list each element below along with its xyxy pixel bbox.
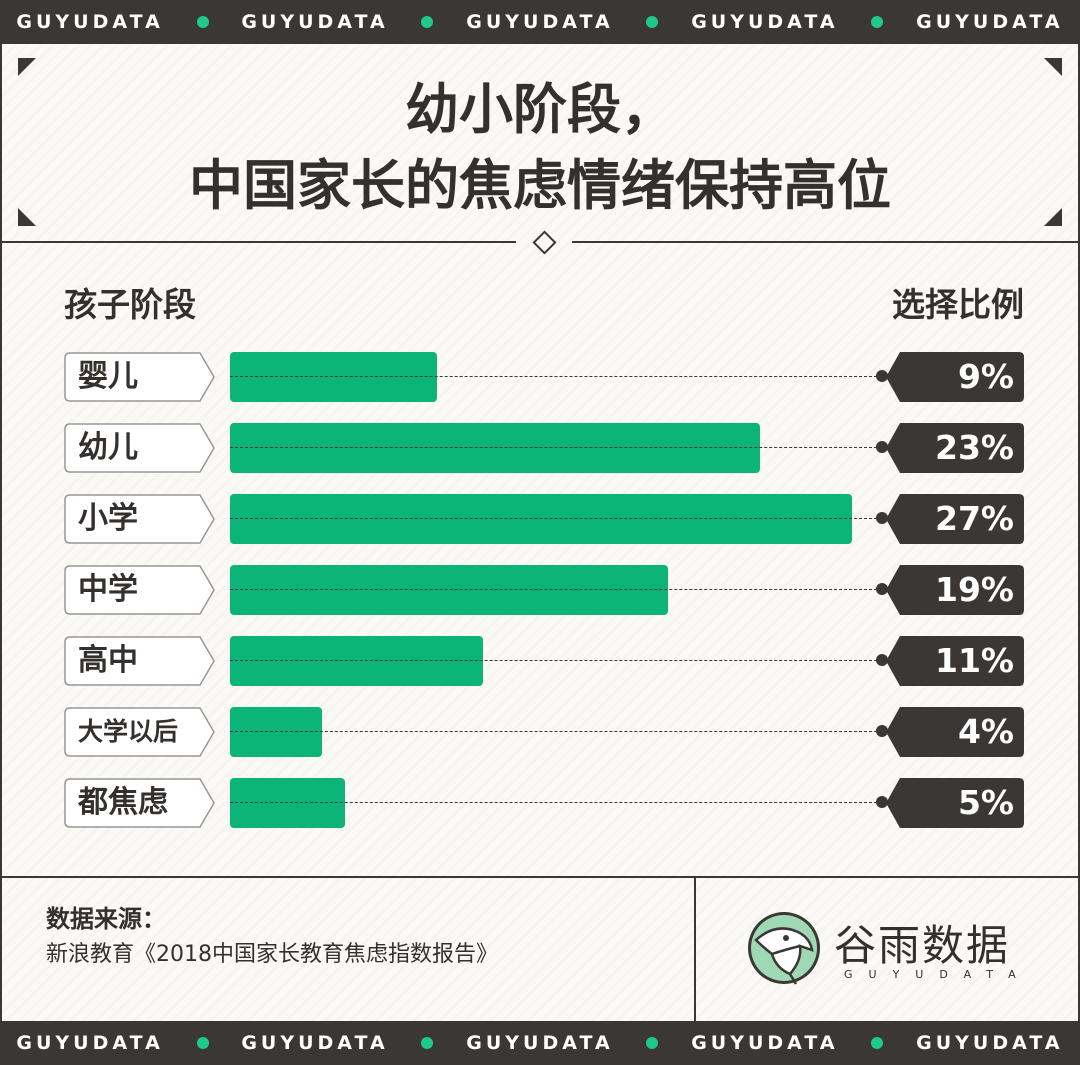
brand-logo: 谷雨数据 GUYUDATA: [746, 906, 1046, 996]
footer-divider: [2, 876, 1078, 878]
guide-line: [230, 447, 882, 448]
logo-name: 谷雨数据: [834, 921, 1011, 970]
value-column-header: 选择比例: [892, 285, 1024, 324]
bar: [230, 565, 668, 615]
banner-dot-icon: [421, 1037, 434, 1049]
banner-dot-icon: [196, 1037, 209, 1049]
guide-line: [230, 376, 882, 377]
corner-mark-bottom-left: [18, 208, 36, 226]
category-tag: 婴儿: [64, 352, 215, 402]
divider-left: [2, 241, 516, 243]
banner-dot-icon: [871, 1037, 884, 1049]
value-label: 4%: [957, 712, 1014, 751]
category-label: 大学以后: [78, 717, 179, 746]
bar-row: 小学 27%: [2, 494, 1078, 544]
guide-line: [230, 518, 882, 519]
value-label: 19%: [935, 570, 1014, 609]
bar-row: 都焦虑 5%: [2, 778, 1078, 828]
category-tag: 小学: [64, 494, 215, 544]
value-label: 23%: [935, 428, 1014, 467]
bottom-banner: GUYUDATA GUYUDATA GUYUDATA GUYUDATA GUYUDATA: [0, 1021, 1080, 1065]
value-label: 11%: [935, 641, 1014, 680]
corner-mark-top-right: [1044, 58, 1062, 76]
bar-row: 幼儿 23%: [2, 423, 1078, 473]
category-tag: 幼儿: [64, 423, 215, 473]
banner-text: GUYUDATA: [691, 11, 839, 33]
pin-dot-icon: [876, 370, 888, 382]
bar-chart: 婴儿 9% 幼儿 23% 小学 27% 中学 19% 高中 11% 大学以后 4% 都焦虑 5%: [2, 44, 1078, 1021]
bar-row: 大学以后 4%: [2, 707, 1078, 757]
page-title: 幼小阶段， 中国家长的焦虑情绪保持高位: [2, 72, 1078, 224]
value-label: 27%: [935, 499, 1014, 538]
banner-text: GUYUDATA: [466, 11, 614, 33]
value-tag: 5%: [886, 778, 1024, 828]
value-tag: 19%: [886, 565, 1024, 615]
banner-text: GUYUDATA: [916, 1032, 1064, 1054]
guide-line: [230, 589, 882, 590]
value-tag: 23%: [886, 423, 1024, 473]
guide-line: [230, 802, 882, 803]
category-tag: 大学以后: [64, 707, 215, 757]
top-banner: GUYUDATA GUYUDATA GUYUDATA GUYUDATA GUYUDATA: [0, 0, 1080, 44]
corner-mark-top-left: [18, 58, 36, 76]
banner-text: GUYUDATA: [916, 11, 1064, 33]
category-tag: 高中: [64, 636, 215, 686]
guide-line: [230, 660, 882, 661]
banner-dot-icon: [421, 16, 434, 28]
banner-dot-icon: [646, 1037, 659, 1049]
banner-dot-icon: [646, 16, 659, 28]
bar-row: 中学 19%: [2, 565, 1078, 615]
bar: [230, 636, 483, 686]
source-label: 数据来源：: [46, 905, 166, 933]
title-line-1: 幼小阶段，: [405, 78, 675, 141]
banner-text: GUYUDATA: [241, 1032, 389, 1054]
banner-text: GUYUDATA: [16, 1032, 164, 1054]
bar: [230, 352, 437, 402]
category-label: 高中: [78, 643, 138, 678]
corner-mark-bottom-right: [1044, 208, 1062, 226]
pin-dot-icon: [876, 725, 888, 737]
bar: [230, 778, 345, 828]
pin-dot-icon: [876, 583, 888, 595]
divider-right: [572, 241, 1078, 243]
infographic-card: 幼小阶段， 中国家长的焦虑情绪保持高位 孩子阶段 选择比例 婴儿 9% 幼儿 23% 小…: [2, 44, 1078, 1021]
banner-text: GUYUDATA: [466, 1032, 614, 1054]
banner-dot-icon: [871, 16, 884, 28]
category-tag: 都焦虑: [64, 778, 215, 828]
value-label: 5%: [957, 783, 1014, 822]
banner-text: GUYUDATA: [16, 11, 164, 33]
category-column-header: 孩子阶段: [64, 285, 196, 324]
value-tag: 27%: [886, 494, 1024, 544]
footer-vertical-divider: [694, 878, 696, 1021]
pin-dot-icon: [876, 512, 888, 524]
banner-text: GUYUDATA: [241, 11, 389, 33]
bar: [230, 494, 852, 544]
value-label: 9%: [957, 357, 1014, 396]
value-tag: 9%: [886, 352, 1024, 402]
bar-row: 高中 11%: [2, 636, 1078, 686]
category-label: 幼儿: [78, 430, 138, 465]
value-tag: 11%: [886, 636, 1024, 686]
category-label: 中学: [78, 572, 138, 607]
value-tag: 4%: [886, 707, 1024, 757]
banner-text: GUYUDATA: [691, 1032, 839, 1054]
source-text: 新浪教育《2018中国家长教育焦虑指数报告》: [46, 942, 498, 967]
category-tag: 中学: [64, 565, 215, 615]
pin-dot-icon: [876, 441, 888, 453]
category-label: 小学: [78, 501, 138, 536]
pin-dot-icon: [876, 796, 888, 808]
bar: [230, 707, 322, 757]
bird-logo-icon: [748, 912, 820, 985]
bar: [230, 423, 760, 473]
logo-subtitle: GUYUDATA: [844, 968, 1032, 981]
guide-line: [230, 731, 882, 732]
title-line-2: 中国家长的焦虑情绪保持高位: [189, 154, 891, 217]
bar-row: 婴儿 9%: [2, 352, 1078, 402]
category-label: 都焦虑: [78, 785, 168, 820]
category-label: 婴儿: [78, 359, 138, 394]
banner-dot-icon: [196, 16, 209, 28]
pin-dot-icon: [876, 654, 888, 666]
